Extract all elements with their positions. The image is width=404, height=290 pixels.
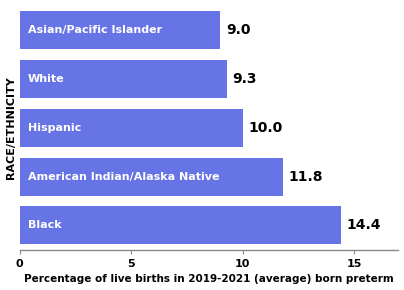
- Bar: [20, 206, 341, 244]
- Bar: [20, 11, 220, 49]
- Bar: [20, 60, 227, 98]
- Text: 9.3: 9.3: [232, 72, 257, 86]
- Text: Asian/Pacific Islander: Asian/Pacific Islander: [27, 25, 162, 35]
- Text: 11.8: 11.8: [288, 170, 323, 184]
- X-axis label: Percentage of live births in 2019-2021 (average) born preterm: Percentage of live births in 2019-2021 (…: [24, 274, 394, 284]
- Y-axis label: RACE/ETHNICITY: RACE/ETHNICITY: [6, 76, 16, 179]
- Bar: [20, 109, 242, 147]
- Text: 10.0: 10.0: [248, 121, 282, 135]
- Text: Hispanic: Hispanic: [27, 123, 81, 133]
- Text: White: White: [27, 74, 64, 84]
- Text: American Indian/Alaska Native: American Indian/Alaska Native: [27, 172, 219, 182]
- Bar: [20, 157, 283, 196]
- Text: 14.4: 14.4: [346, 218, 381, 232]
- Text: Black: Black: [27, 220, 61, 231]
- Text: 9.0: 9.0: [226, 23, 250, 37]
